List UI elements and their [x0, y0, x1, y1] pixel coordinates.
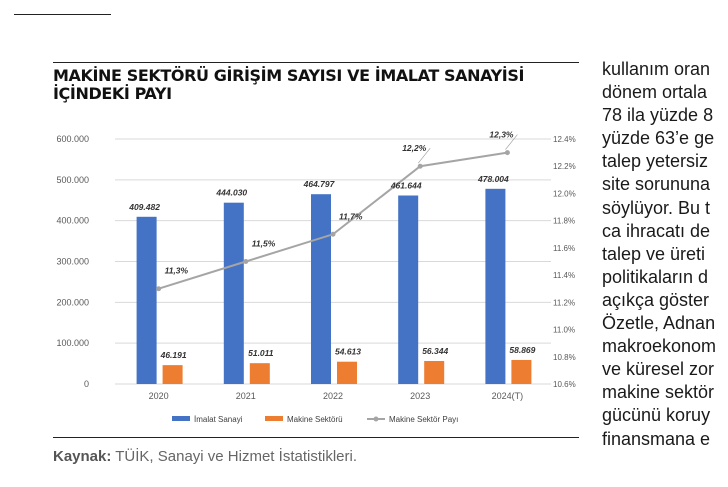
share-point	[330, 231, 336, 237]
chart-title: MAKİNE SEKTÖRÜ GİRİŞİM SAYISI VE İMALAT …	[53, 66, 525, 103]
bar-value-label: 444.030	[215, 188, 247, 198]
bar-i̇malat-sanayi	[223, 202, 244, 384]
bar-makine-sektörü	[249, 363, 270, 384]
bar-value-label: 461.644	[390, 180, 422, 190]
share-point	[504, 150, 510, 156]
bar-value-label: 478.004	[477, 174, 509, 184]
figure-bottom-rule	[53, 437, 579, 438]
bars	[136, 188, 532, 384]
label-leader-line	[505, 134, 518, 150]
bar-makine-sektörü	[424, 360, 445, 384]
legend-swatch	[172, 416, 190, 421]
bar-i̇malat-sanayi	[136, 216, 157, 384]
right-tick-label: 11.0%	[553, 326, 575, 335]
legend-label: İmalat Sanayi	[194, 415, 243, 424]
category-label: 2024(T)	[492, 391, 524, 401]
figure-top-rule	[53, 62, 579, 63]
article-line: finansmana e	[602, 428, 711, 449]
article-line: makroekonom	[602, 336, 717, 357]
share-value-label: 12,2%	[402, 143, 427, 153]
bar-value-label: 54.613	[335, 347, 361, 357]
right-tick-label: 12.4%	[553, 135, 576, 144]
article-line: söylüyor. Bu t	[602, 197, 711, 218]
bar-makine-sektörü	[337, 361, 357, 384]
left-tick-label: 300.000	[56, 257, 89, 267]
share-value-label: 11,5%	[252, 239, 276, 249]
bar-value-label: 56.344	[422, 346, 448, 356]
share-point	[243, 259, 249, 264]
right-tick-label: 11.8%	[553, 217, 575, 226]
article-line: Özetle, Adnan	[602, 313, 716, 334]
right-tick-label: 10.8%	[553, 353, 576, 362]
left-axis-ticks: 0 100.000 200.000 300.000 400.000 500.000 600.…	[56, 134, 89, 389]
right-tick-label: 10.6%	[553, 380, 576, 389]
article-line: ve küresel zor	[602, 359, 715, 380]
source-note: Kaynak: TÜİK, Sanayi ve Hizmet İstatisti…	[53, 448, 357, 465]
legend-swatch	[265, 416, 283, 421]
legend-label: Makine Sektörü	[287, 415, 343, 424]
left-tick-label: 200.000	[56, 297, 89, 307]
article-line: makine sektör	[602, 382, 715, 403]
right-tick-label: 11.6%	[553, 244, 575, 253]
share-line	[156, 150, 510, 292]
combo-chart: 0 100.000 200.000 300.000 400.000 500.000 600.…	[56, 130, 576, 424]
bar-value-label: 409.482	[128, 202, 160, 212]
article-line: açıkça göster	[602, 289, 710, 310]
right-axis-ticks: 10.6% 10.8% 11.0% 11.2% 11.4% 11.6% 11.8% 12.0%…	[553, 135, 576, 389]
bar-i̇malat-sanayi	[311, 194, 331, 384]
share-value-label: 11,3%	[165, 266, 189, 276]
article-line: dönem ortala	[602, 82, 708, 103]
share-value-label: 12,3%	[489, 130, 514, 140]
legend-marker	[373, 416, 379, 422]
article-line: politikaların d	[602, 266, 709, 287]
legend-label: Makine Sektör Payı	[389, 415, 458, 424]
right-tick-label: 11.2%	[553, 298, 575, 307]
category-label: 2021	[236, 391, 256, 401]
grid-lines	[115, 138, 551, 385]
legend: İmalat Sanayi Makine Sektörü Makine Sektör…	[172, 415, 458, 424]
article-line: gücünü koruy	[602, 405, 711, 426]
article-line: 78 ila yüzde 8	[602, 105, 714, 126]
article-line: talep yetersiz	[602, 151, 709, 172]
article-line: site sorununa	[602, 174, 711, 195]
share-point	[417, 163, 423, 169]
article-line: kullanım oran	[602, 59, 711, 79]
bar-value-label: 46.191	[160, 350, 187, 360]
right-tick-label: 11.4%	[553, 271, 575, 280]
left-tick-label: 500.000	[56, 175, 89, 185]
category-label: 2020	[149, 391, 169, 401]
left-tick-label: 600.000	[56, 134, 89, 144]
bar-i̇malat-sanayi	[398, 195, 419, 384]
bar-value-label: 51.011	[248, 348, 274, 358]
share-point	[156, 286, 162, 292]
top-rule	[14, 14, 111, 15]
left-tick-label: 400.000	[56, 216, 89, 226]
article-line: talep ve üreti	[602, 243, 706, 264]
right-tick-label: 12.2%	[553, 162, 576, 171]
bar-makine-sektörü	[511, 359, 532, 384]
source-text: TÜİK, Sanayi ve Hizmet İstatistikleri.	[115, 448, 357, 465]
left-tick-label: 100.000	[56, 338, 89, 348]
share-value-label: 11,7%	[339, 211, 363, 221]
left-tick-label: 0	[84, 379, 89, 389]
category-label: 2023	[410, 391, 430, 401]
bar-makine-sektörü	[162, 365, 183, 384]
bar-value-label: 464.797	[303, 179, 336, 189]
data-labels: 409.482 444.030 464.797 461.644 478.004 46.19…	[128, 130, 535, 361]
source-label: Kaynak:	[53, 448, 112, 465]
label-leader-line	[417, 148, 431, 164]
category-label: 2022	[323, 391, 343, 401]
article-line: ca ihracatı de	[602, 220, 711, 241]
bar-value-label: 58.869	[509, 345, 535, 355]
right-tick-label: 12.0%	[553, 189, 576, 198]
article-line: yüzde 63’e ge	[602, 128, 715, 149]
category-labels: 2020 2021 2022 2023 2024(T)	[149, 391, 524, 401]
bar-i̇malat-sanayi	[485, 188, 506, 384]
